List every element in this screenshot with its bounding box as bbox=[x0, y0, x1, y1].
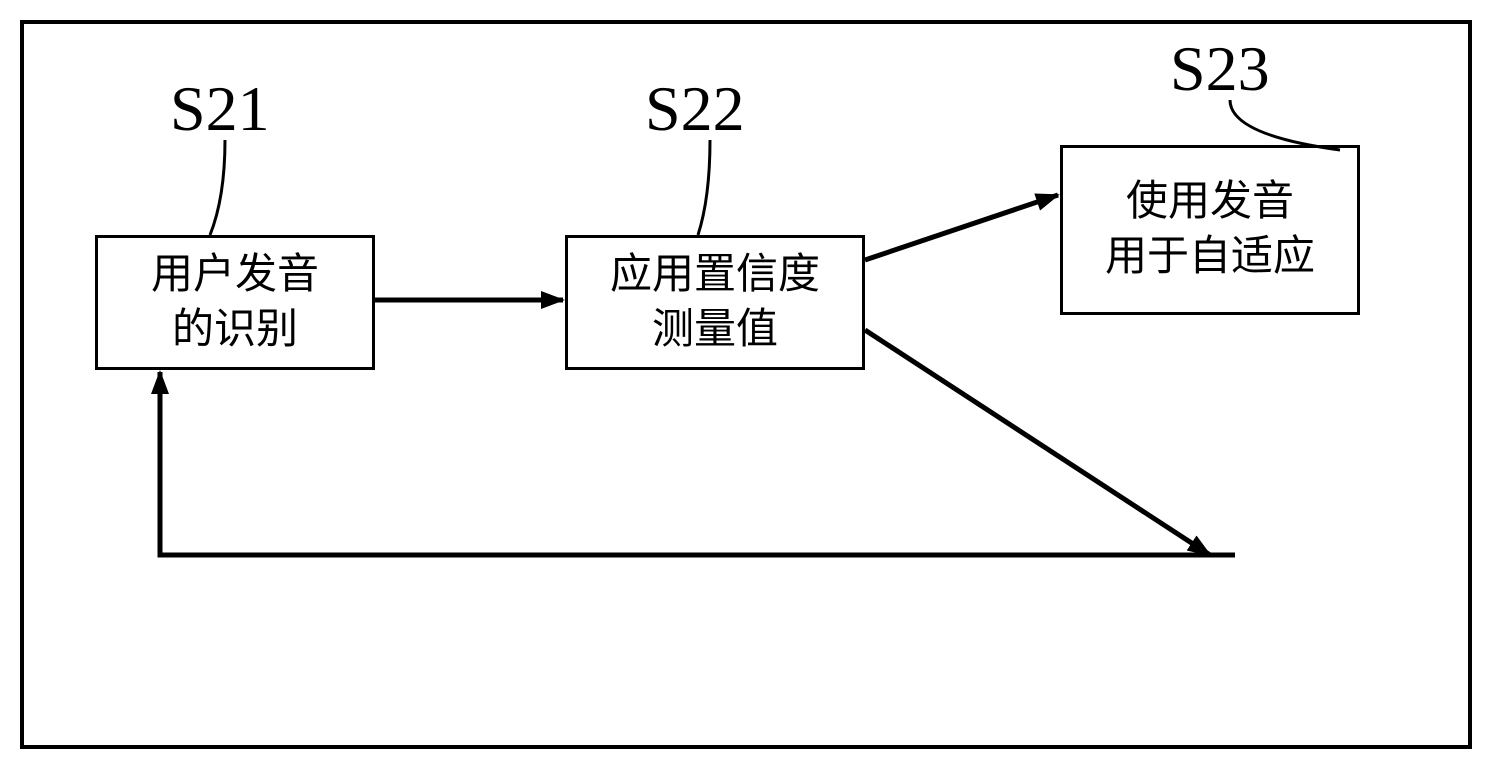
node-text-s22: 应用置信度测量值 bbox=[610, 248, 820, 357]
node-label-s22: S22 bbox=[645, 72, 745, 146]
node-s22: 应用置信度测量值 bbox=[565, 235, 865, 370]
node-s23: 使用发音用于自适应 bbox=[1060, 145, 1360, 315]
node-text-s21: 用户发音的识别 bbox=[151, 248, 319, 357]
node-text-s23: 使用发音用于自适应 bbox=[1105, 175, 1315, 284]
node-label-s23: S23 bbox=[1170, 32, 1270, 106]
node-s21: 用户发音的识别 bbox=[95, 235, 375, 370]
node-label-s21: S21 bbox=[170, 72, 270, 146]
